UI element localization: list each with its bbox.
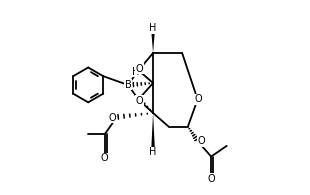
Text: O: O [109, 113, 117, 123]
Polygon shape [151, 32, 155, 53]
Text: O: O [207, 174, 215, 184]
Polygon shape [151, 113, 155, 148]
Text: O: O [136, 64, 143, 74]
Text: H: H [149, 23, 157, 33]
Text: O: O [197, 136, 205, 146]
Text: H: H [131, 67, 139, 77]
Text: O: O [136, 96, 143, 106]
Text: H: H [149, 147, 157, 157]
Text: B: B [125, 80, 131, 90]
Text: O: O [195, 94, 202, 105]
Text: O: O [101, 153, 108, 163]
